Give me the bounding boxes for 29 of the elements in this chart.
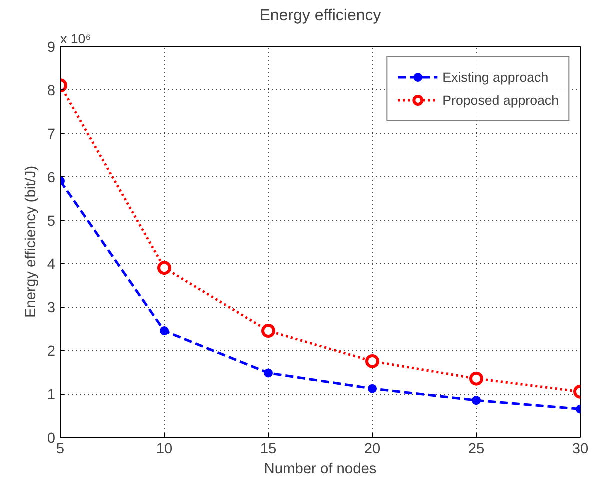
y-tick-label: 9: [47, 40, 56, 56]
x-tick-label: 25: [468, 442, 485, 458]
point: [368, 384, 377, 394]
y-tick-label: 7: [47, 126, 56, 143]
point: [472, 396, 481, 406]
point: [366, 354, 380, 368]
y-tick-label: 0: [47, 431, 56, 447]
annotation: x 10⁶: [60, 32, 92, 46]
y-tick-label: 3: [47, 300, 56, 317]
y-tick-label: 2: [47, 344, 56, 360]
point: [158, 261, 172, 276]
y-tick-label: 6: [47, 170, 56, 186]
y-tick-label: 8: [47, 83, 56, 100]
y-axis-title: Energy efficiency (bit/J): [23, 166, 40, 318]
legend-label: Proposed approach: [442, 92, 559, 108]
x-tick-label: 10: [156, 442, 173, 458]
x-tick-label: 15: [260, 442, 277, 458]
point: [262, 324, 276, 338]
chart-title: Energy efficiency: [260, 8, 382, 24]
legend-label: Existing approach: [442, 70, 549, 84]
point: [264, 368, 273, 378]
x-axis-title: Number of nodes: [264, 462, 377, 478]
point: [160, 326, 169, 336]
y-tick-label: 1: [47, 388, 56, 404]
y-tick-label: 4: [47, 257, 56, 274]
y-tick-label: 5: [47, 214, 56, 230]
x-tick-label: 20: [364, 442, 381, 458]
x-tick-label: 30: [572, 442, 589, 458]
point: [470, 372, 484, 386]
